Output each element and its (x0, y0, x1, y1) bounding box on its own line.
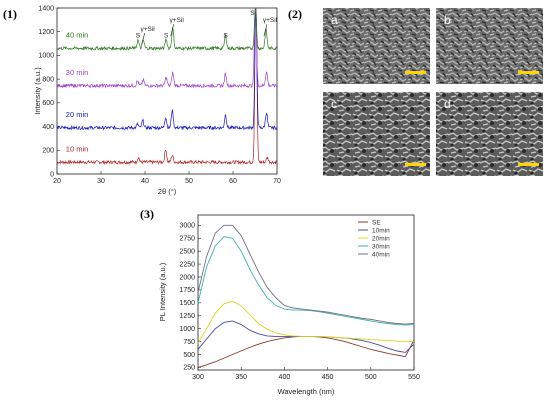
xrd-chart: 0 200 400 600 800 1000 1200 1400 20 30 40 50 60 70 1… (33, 5, 281, 196)
sem-letter-c: c (331, 97, 337, 111)
y-tick-label: 1000 (179, 326, 195, 333)
xrd-x-axis-title: 2θ (°) (158, 187, 177, 196)
panel-label-3: (3) (140, 207, 154, 221)
pl-legend-label: 30min (372, 243, 390, 250)
xrd-series-line (56, 8, 277, 52)
x-tick-label: 550 (408, 374, 420, 381)
xrd-peak-annotation: S (223, 33, 228, 40)
sem-image-b: b (436, 8, 543, 84)
sem-scale-bar-c (405, 163, 426, 166)
xrd-peak-annotation: γ+Sil (170, 17, 185, 24)
pl-x-axis-title: Wavelength (nm) (278, 387, 335, 396)
sem-scale-bar-a (405, 71, 426, 74)
sem-scale-bar-d (518, 163, 539, 166)
pl-legend-label: 10min (372, 227, 390, 234)
x-tick-label: 500 (365, 374, 377, 381)
pl-series-line (197, 335, 415, 368)
pl-series-line (197, 236, 415, 326)
sem-image-c: c (323, 92, 430, 176)
y-tick-label: 2250 (179, 261, 195, 268)
sem-image-a: a (323, 8, 430, 84)
x-tick-label: 40 (141, 178, 149, 185)
xrd-series-label: 40 min (66, 31, 89, 40)
xrd-peak-annotation: S (250, 10, 255, 17)
x-tick-label: 400 (279, 374, 291, 381)
xrd-series-line (56, 7, 277, 131)
xrd-series-line (56, 7, 277, 89)
x-tick-label: 70 (273, 178, 281, 185)
xrd-annotation-arrow (170, 24, 174, 37)
panel-label-1: (1) (3, 7, 17, 21)
sem-letter-a: a (331, 13, 338, 27)
y-tick-label: 3000 (179, 223, 195, 230)
sem-image-grid: a b c d (323, 8, 543, 176)
pl-legend-label: 40min (372, 251, 390, 258)
y-tick-label: 2500 (179, 248, 195, 255)
y-tick-label: 2750 (179, 236, 195, 243)
pl-series-group (197, 224, 415, 368)
pl-y-axis-title: PL Intensity (a.u.) (158, 262, 167, 321)
x-tick-label: 30 (97, 178, 105, 185)
xrd-peak-annotation: S (164, 33, 169, 40)
y-tick-label: 200 (42, 148, 54, 155)
xrd-y-axis: 0 200 400 600 800 1000 1200 1400 (38, 5, 60, 178)
pl-series-line (197, 224, 415, 325)
x-tick-label: 350 (235, 374, 247, 381)
xrd-plot-frame (56, 7, 278, 175)
y-tick-label: 1000 (38, 53, 54, 60)
xrd-series-label: 10 min (66, 144, 89, 153)
y-tick-label: 1400 (38, 5, 54, 12)
y-tick-label: 1500 (179, 300, 195, 307)
y-tick-label: 2000 (179, 274, 195, 281)
xrd-series-label: 20 min (66, 110, 89, 119)
xrd-series-group: 10 min 20 min 30 min 40 min (56, 7, 277, 165)
sem-letter-d: d (444, 97, 451, 111)
y-tick-label: 500 (183, 352, 195, 359)
y-tick-label: 250 (183, 365, 195, 372)
pl-legend-label: SE (372, 219, 381, 226)
x-tick-label: 50 (185, 178, 193, 185)
xrd-series-label: 30 min (66, 68, 89, 77)
xrd-annotation-arrow (141, 33, 145, 46)
pl-x-axis: 300 350 400 450 500 550 (192, 367, 420, 381)
xrd-peak-annotation: S (136, 33, 141, 40)
y-tick-label: 800 (42, 76, 54, 83)
y-tick-label: 600 (42, 100, 54, 107)
xrd-peak-annotation: γ+Sil (263, 17, 278, 24)
sem-image-d-surface (436, 92, 543, 176)
pl-chart: 250 500 750 1000 1250 1500 1750 2000 2250 2500 275… (158, 214, 420, 396)
panel-label-2: (2) (288, 7, 302, 21)
pl-series-line (197, 300, 414, 344)
xrd-series-line (56, 7, 277, 165)
sem-image-c-surface (323, 92, 430, 176)
y-tick-label: 1750 (179, 287, 195, 294)
x-tick-label: 300 (192, 374, 204, 381)
y-tick-label: 400 (42, 124, 54, 131)
pl-y-axis: 250 500 750 1000 1250 1500 1750 2000 2250 2500 275… (179, 223, 201, 372)
xrd-x-axis: 20 30 40 50 60 70 (53, 171, 281, 185)
sem-image-d: d (436, 92, 543, 176)
xrd-y-axis-title: Intensity (a.u.) (33, 67, 42, 115)
y-tick-label: 0 (50, 171, 54, 178)
x-tick-label: 20 (53, 178, 61, 185)
y-tick-label: 1200 (38, 29, 54, 36)
xrd-peak-annotation: γ+Sil (140, 26, 155, 33)
sem-letter-b: b (444, 13, 451, 27)
x-tick-label: 60 (229, 178, 237, 185)
y-tick-label: 1250 (179, 313, 195, 320)
y-tick-label: 750 (183, 339, 195, 346)
x-tick-label: 450 (322, 374, 334, 381)
sem-scale-bar-b (518, 71, 539, 74)
xrd-annotation-arrow (263, 24, 268, 37)
pl-legend-label: 20min (372, 235, 390, 242)
